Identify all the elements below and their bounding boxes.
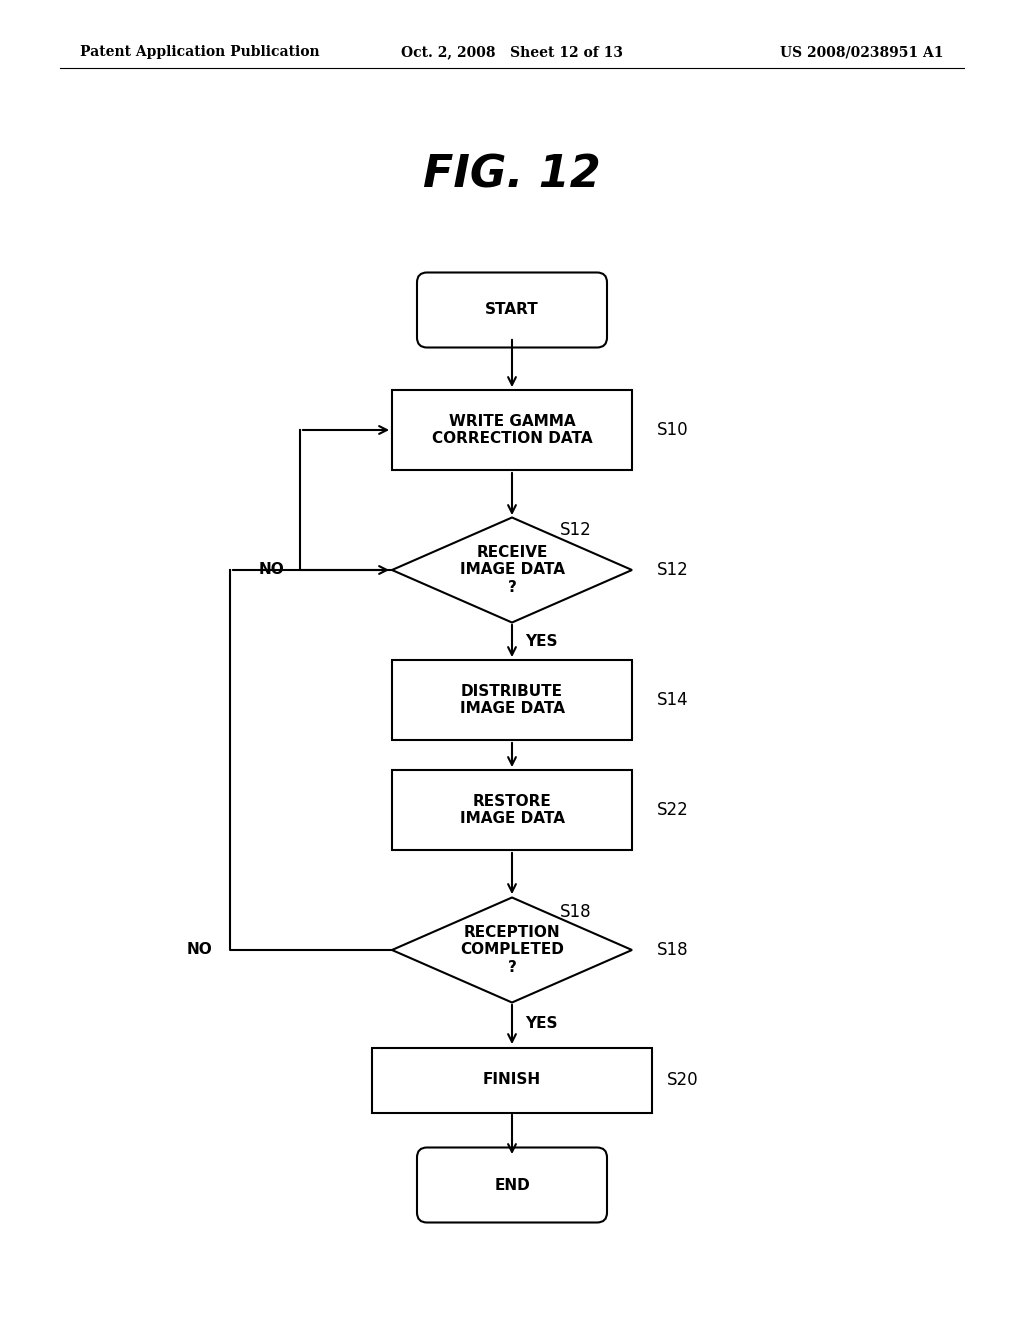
Text: END: END — [495, 1177, 529, 1192]
Bar — [392, 389, 632, 470]
Text: S10: S10 — [657, 421, 688, 440]
Bar — [372, 1048, 652, 1113]
Text: S22: S22 — [657, 801, 689, 818]
Text: RECEPTION
COMPLETED
?: RECEPTION COMPLETED ? — [460, 925, 564, 975]
Text: FINISH: FINISH — [483, 1072, 541, 1088]
Text: NO: NO — [259, 562, 285, 578]
Text: Oct. 2, 2008   Sheet 12 of 13: Oct. 2, 2008 Sheet 12 of 13 — [401, 45, 623, 59]
Text: FIG. 12: FIG. 12 — [423, 153, 601, 197]
Polygon shape — [392, 898, 632, 1002]
Bar — [392, 770, 632, 850]
Text: S20: S20 — [667, 1071, 698, 1089]
Text: RECEIVE
IMAGE DATA
?: RECEIVE IMAGE DATA ? — [460, 545, 564, 595]
Text: YES: YES — [525, 1016, 557, 1031]
Text: WRITE GAMMA
CORRECTION DATA: WRITE GAMMA CORRECTION DATA — [432, 413, 592, 446]
Text: DISTRIBUTE
IMAGE DATA: DISTRIBUTE IMAGE DATA — [460, 684, 564, 717]
Text: S12: S12 — [560, 521, 592, 539]
Bar — [392, 660, 632, 741]
Text: NO: NO — [187, 942, 213, 957]
Text: US 2008/0238951 A1: US 2008/0238951 A1 — [780, 45, 944, 59]
FancyBboxPatch shape — [417, 1147, 607, 1222]
Polygon shape — [392, 517, 632, 623]
Text: START: START — [485, 302, 539, 318]
Text: Patent Application Publication: Patent Application Publication — [80, 45, 319, 59]
Text: YES: YES — [525, 634, 557, 648]
Text: S18: S18 — [657, 941, 688, 960]
Text: S14: S14 — [657, 690, 688, 709]
Text: S18: S18 — [560, 903, 592, 921]
FancyBboxPatch shape — [417, 272, 607, 347]
Text: RESTORE
IMAGE DATA: RESTORE IMAGE DATA — [460, 793, 564, 826]
Text: S12: S12 — [657, 561, 689, 579]
